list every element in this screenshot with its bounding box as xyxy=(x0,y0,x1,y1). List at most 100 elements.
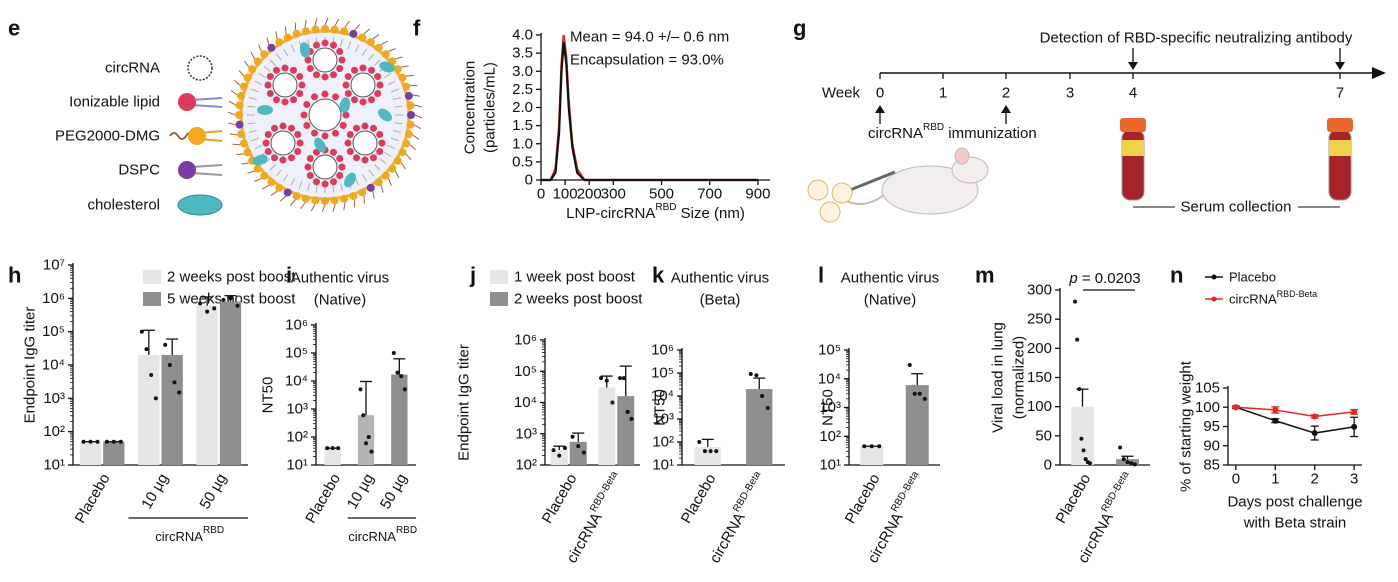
y-tick-label: 10¹ xyxy=(43,457,65,474)
text-part: Placebo xyxy=(677,471,719,526)
component-label: Ionizable lipid xyxy=(69,94,160,111)
lnp-peg xyxy=(405,153,412,161)
lnp-peg xyxy=(262,184,270,190)
lnp-cluster-lipid xyxy=(330,178,337,186)
data-point xyxy=(167,363,172,367)
y-axis-label: % of starting weight xyxy=(1178,360,1195,492)
lnp-peg xyxy=(254,178,262,182)
lnp-shell-tail xyxy=(387,144,396,150)
lnp-cluster-lipid xyxy=(290,66,297,74)
lnp-shell-head xyxy=(330,25,339,34)
chart-title: Authentic virus xyxy=(671,270,769,287)
bar xyxy=(617,396,635,465)
lnp-cluster-lipid xyxy=(351,66,358,74)
y-tick-label: 10⁷ xyxy=(43,257,65,274)
lnp-shell-head xyxy=(393,156,402,165)
lnp-cluster-lipid xyxy=(332,93,339,101)
data-point xyxy=(714,449,719,454)
lnp-cluster-lipid xyxy=(368,96,375,104)
y-axis-label: NT50 xyxy=(260,377,277,414)
arrowhead xyxy=(875,105,885,113)
lnp-peg xyxy=(332,204,336,212)
data-point xyxy=(212,306,217,311)
text-part: RBD-Beta xyxy=(889,469,921,514)
panel-letter: f xyxy=(413,16,421,41)
data-point xyxy=(922,396,927,401)
lnp-peg xyxy=(258,44,262,52)
legend-marker xyxy=(1211,274,1217,280)
lnp-cluster-lipid xyxy=(306,65,314,72)
lnp-cholesterol xyxy=(379,61,395,73)
text-part: RBD-Beta xyxy=(588,469,620,514)
lnp-shell-head xyxy=(311,25,320,34)
lnp-shell-head xyxy=(237,91,246,100)
panel-letter: j xyxy=(469,263,476,288)
lnp-shell-tail xyxy=(368,53,375,61)
lnp-cluster-lipid xyxy=(374,73,382,80)
bar xyxy=(569,441,587,465)
data-point xyxy=(1087,461,1092,466)
y-tick-label: 10³ xyxy=(515,425,537,442)
lnp-cluster-lipid xyxy=(321,90,329,98)
lnp-shell-tail xyxy=(368,169,375,177)
y-tick-label: 4.0 xyxy=(512,27,533,44)
lnp-shell-head xyxy=(402,139,411,148)
lnp-shell-head xyxy=(404,91,413,100)
lnp-shell-head xyxy=(366,38,375,47)
lnp-cluster-lipid xyxy=(313,41,320,49)
lnp-cluster-lipid xyxy=(374,90,382,97)
data-point xyxy=(604,378,609,383)
series-line xyxy=(541,42,758,182)
arrowhead xyxy=(1001,105,1011,113)
lnp-shell-tail xyxy=(251,137,260,142)
data-point xyxy=(95,439,100,444)
lnp-shell-head xyxy=(243,148,252,157)
lnp-peg xyxy=(270,190,278,196)
mouse-ear xyxy=(954,147,970,165)
text-part: circRNA xyxy=(348,529,396,544)
detection-label: Detection of RBD-specific neutralizing a… xyxy=(1040,30,1353,47)
y-tick-label: 10³ xyxy=(43,390,65,407)
lnp-shell-head xyxy=(398,73,407,82)
lnp-shell-head xyxy=(235,120,244,129)
panel-letter: k xyxy=(652,263,665,288)
lnp-shell-head xyxy=(340,194,349,203)
dspc-tail xyxy=(191,164,223,168)
data-point xyxy=(361,413,366,418)
lnp-cluster-lipid xyxy=(264,148,272,155)
lnp-cluster-lipid xyxy=(370,124,377,132)
lnp-shell-head xyxy=(239,139,248,148)
legend-label: 2 weeks post boost xyxy=(514,291,643,308)
lnp-cluster-lipid xyxy=(330,71,337,79)
panel-letter: e xyxy=(8,16,20,41)
data-point xyxy=(907,363,912,368)
timeline-arrow xyxy=(1372,67,1386,79)
lnp-cluster-lipid xyxy=(321,180,329,188)
lnp-peg xyxy=(412,134,420,140)
panel-letter: g xyxy=(793,16,806,41)
x-tick-label: Placebo xyxy=(1052,471,1094,526)
lnp-cluster-lipid xyxy=(342,81,350,89)
chart-title: Authentic virus xyxy=(841,270,939,287)
lnp-cluster-lipid xyxy=(311,93,318,101)
data-point xyxy=(1081,448,1086,453)
lnp-shell-tail xyxy=(290,44,296,53)
x-tick-label: 10 µg xyxy=(344,471,378,512)
lnp-cluster-lipid xyxy=(359,64,367,72)
y-tick-label: 85 xyxy=(1203,457,1220,474)
lnp-shell-tail xyxy=(332,184,335,193)
component-label: DSPC xyxy=(118,162,160,179)
y-tick-label: 10⁴ xyxy=(514,394,537,411)
data-point xyxy=(144,347,149,352)
lnp-shell-tail xyxy=(384,73,392,79)
lnp-peg xyxy=(266,37,270,45)
x-tick-label: 3 xyxy=(1350,471,1358,488)
lnp-shell-tail xyxy=(340,38,343,47)
lnp-shell-head xyxy=(366,183,375,192)
lnp-cluster-lipid xyxy=(330,41,337,49)
legend-label: circRNARBD-Beta xyxy=(1229,289,1317,307)
lnp-circrna xyxy=(308,98,342,132)
y-tick-label: 10¹ xyxy=(819,457,841,474)
y-tick-label: 90 xyxy=(1203,437,1220,454)
x-axis-label: with Beta strain xyxy=(1243,515,1347,532)
